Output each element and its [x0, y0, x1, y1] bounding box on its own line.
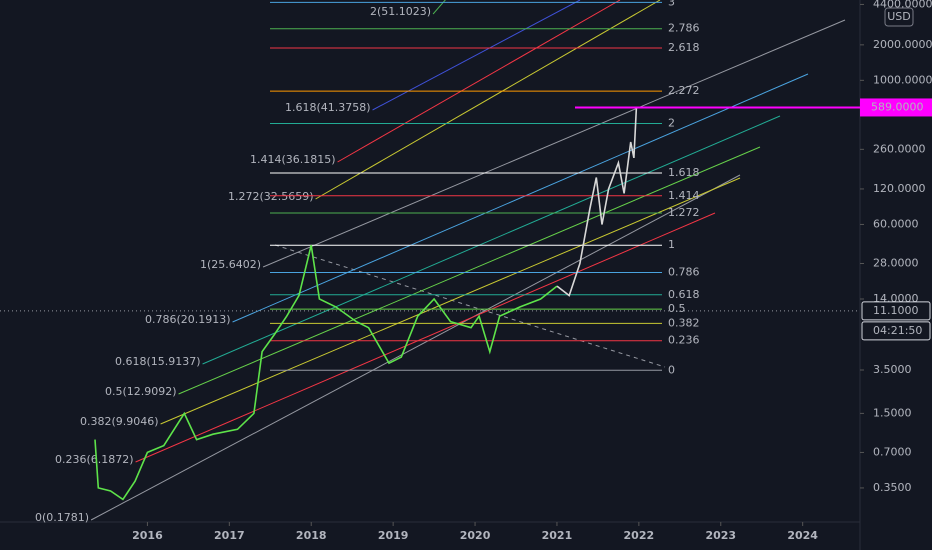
x-tick-label: 2024 [787, 529, 818, 542]
channel-label: 1.618(41.3758) [285, 101, 371, 114]
currency-label: USD [887, 10, 911, 23]
channel-line [232, 73, 809, 323]
y-tick-label: 4400.0000 [873, 0, 932, 10]
channel-label: 2(51.1023) [370, 5, 431, 18]
fib-level-label: 0.236 [668, 334, 700, 347]
y-tick-label: 0.7000 [873, 445, 912, 458]
x-tick-label: 2020 [460, 529, 491, 542]
currency-box [884, 7, 914, 27]
x-tick-label: 2023 [705, 529, 736, 542]
fib-level-label: 0.382 [668, 316, 700, 329]
countdown-box [861, 321, 931, 341]
countdown-label: 04:21:50 [873, 324, 922, 337]
x-tick-label: 2017 [214, 529, 245, 542]
x-tick-label: 2022 [624, 529, 655, 542]
fib-level-label: 3 [668, 0, 675, 8]
channel-label: 1(25.6402) [200, 258, 261, 271]
crosshair-label: 11.1000 [873, 304, 919, 317]
channel-line [90, 174, 741, 521]
fib-level-label: 2.786 [668, 22, 700, 35]
last-price-label: 589.0000 [871, 100, 924, 113]
channel-line [262, 19, 846, 268]
x-tick-label: 2019 [378, 529, 409, 542]
fib-level-label: 1 [668, 238, 675, 251]
channel-label: 1.272(32.5659) [228, 190, 314, 203]
y-tick-label: 2000.0000 [873, 38, 932, 51]
crosshair-label-box [861, 301, 931, 321]
y-tick-label: 260.0000 [873, 142, 926, 155]
y-tick-label: 0.3500 [873, 481, 912, 494]
x-tick-label: 2018 [296, 529, 327, 542]
y-tick-label: 120.0000 [873, 182, 926, 195]
y-tick-label: 60.0000 [873, 217, 919, 230]
fib-level-label: 0.786 [668, 265, 700, 278]
channel-label: 0.5(12.9092) [105, 385, 177, 398]
channel-line [432, 0, 446, 15]
fib-level-label: 1.272 [668, 206, 700, 219]
fib-level-label: 0.618 [668, 288, 700, 301]
channel-line [135, 212, 716, 463]
price-line [94, 245, 558, 501]
y-tick-label: 1000.0000 [873, 73, 932, 86]
fib-level-label: 1.414 [668, 189, 700, 202]
price-line [556, 107, 638, 297]
channel-line [178, 146, 761, 395]
x-tick-label: 2021 [542, 529, 573, 542]
channel-line [372, 0, 581, 111]
fib-level-label: 0 [668, 363, 675, 376]
channel-line [337, 0, 621, 163]
channel-label: 0.382(9.9046) [80, 415, 159, 428]
fib-level-label: 0.5 [668, 302, 686, 315]
channel-label: 0(0.1781) [35, 511, 89, 524]
last-price-box [860, 98, 932, 117]
fib-level-label: 2 [668, 116, 675, 129]
channel-label: 0.236(6.1872) [55, 453, 134, 466]
y-tick-label: 3.5000 [873, 363, 912, 376]
channel-line [315, 0, 661, 200]
fib-level-label: 2.618 [668, 41, 700, 54]
y-tick-label: 28.0000 [873, 256, 919, 269]
channel-label: 1.414(36.1815) [250, 153, 336, 166]
fib-level-label: 2.272 [668, 84, 700, 97]
channel-label: 0.618(15.9137) [115, 355, 201, 368]
channel-line [202, 115, 781, 365]
y-tick-label: 1.5000 [873, 406, 912, 419]
x-tick-label: 2016 [132, 529, 163, 542]
channel-label: 0.786(20.1913) [145, 313, 231, 326]
fib-level-label: 1.618 [668, 166, 700, 179]
